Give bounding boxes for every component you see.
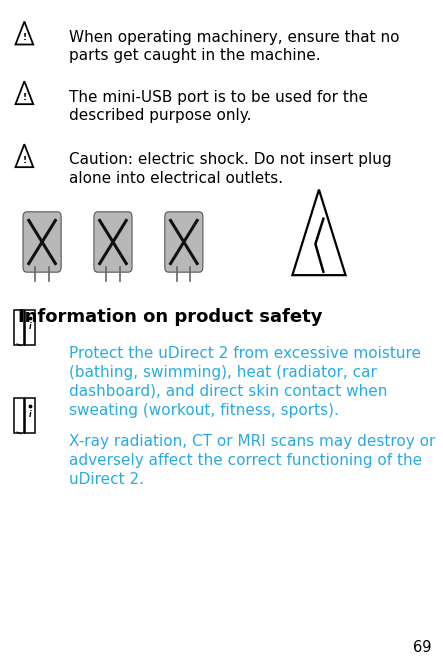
Text: When operating machinery, ensure that no
parts get caught in the machine.: When operating machinery, ensure that no…: [69, 30, 399, 64]
FancyBboxPatch shape: [23, 212, 61, 272]
Text: The mini-USB port is to be used for the
described purpose only.: The mini-USB port is to be used for the …: [69, 90, 368, 123]
FancyBboxPatch shape: [165, 212, 203, 272]
Text: Protect the uDirect 2 from excessive moisture
(bathing, swimming), heat (radiato: Protect the uDirect 2 from excessive moi…: [69, 346, 421, 418]
Text: X-ray radiation, CT or MRI scans may destroy or
adversely affect the correct fun: X-ray radiation, CT or MRI scans may des…: [69, 434, 435, 487]
FancyBboxPatch shape: [94, 212, 132, 272]
Text: !: !: [22, 93, 27, 102]
Text: !: !: [22, 33, 27, 42]
Text: Information on product safety: Information on product safety: [18, 308, 322, 326]
Text: i: i: [28, 410, 31, 419]
Text: !: !: [22, 156, 27, 165]
Text: i: i: [28, 322, 31, 331]
Text: 69: 69: [413, 640, 432, 655]
Text: Caution: electric shock. Do not insert plug
alone into electrical outlets.: Caution: electric shock. Do not insert p…: [69, 152, 391, 186]
